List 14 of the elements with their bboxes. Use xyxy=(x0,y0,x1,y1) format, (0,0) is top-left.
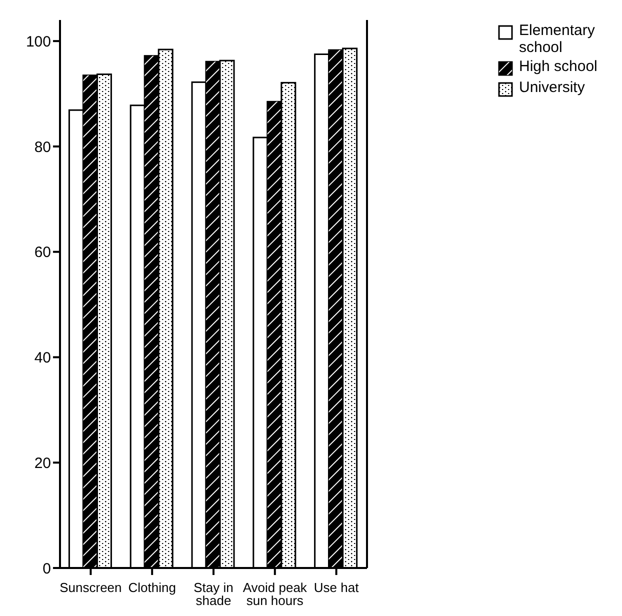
legend-label: University xyxy=(519,79,585,96)
x-tick-label: Use hat xyxy=(314,580,360,596)
legend-label: Elementary school xyxy=(519,22,596,56)
y-tick-label: 60 xyxy=(34,244,51,262)
y-tick-label: 100 xyxy=(26,33,51,50)
x-tick-label: Clothing xyxy=(128,580,176,596)
y-tick-label: 40 xyxy=(34,350,51,367)
y-tick-label: 0 xyxy=(42,560,51,578)
y-tick-label: 80 xyxy=(34,138,51,156)
legend-label: High school xyxy=(519,58,598,75)
x-tick-label: Avoid peak sun hours xyxy=(242,580,308,608)
x-tick-label: Sunscreen xyxy=(60,580,122,596)
x-tick-label: Stay in shade xyxy=(194,580,234,608)
y-tick-label: 20 xyxy=(34,454,51,472)
